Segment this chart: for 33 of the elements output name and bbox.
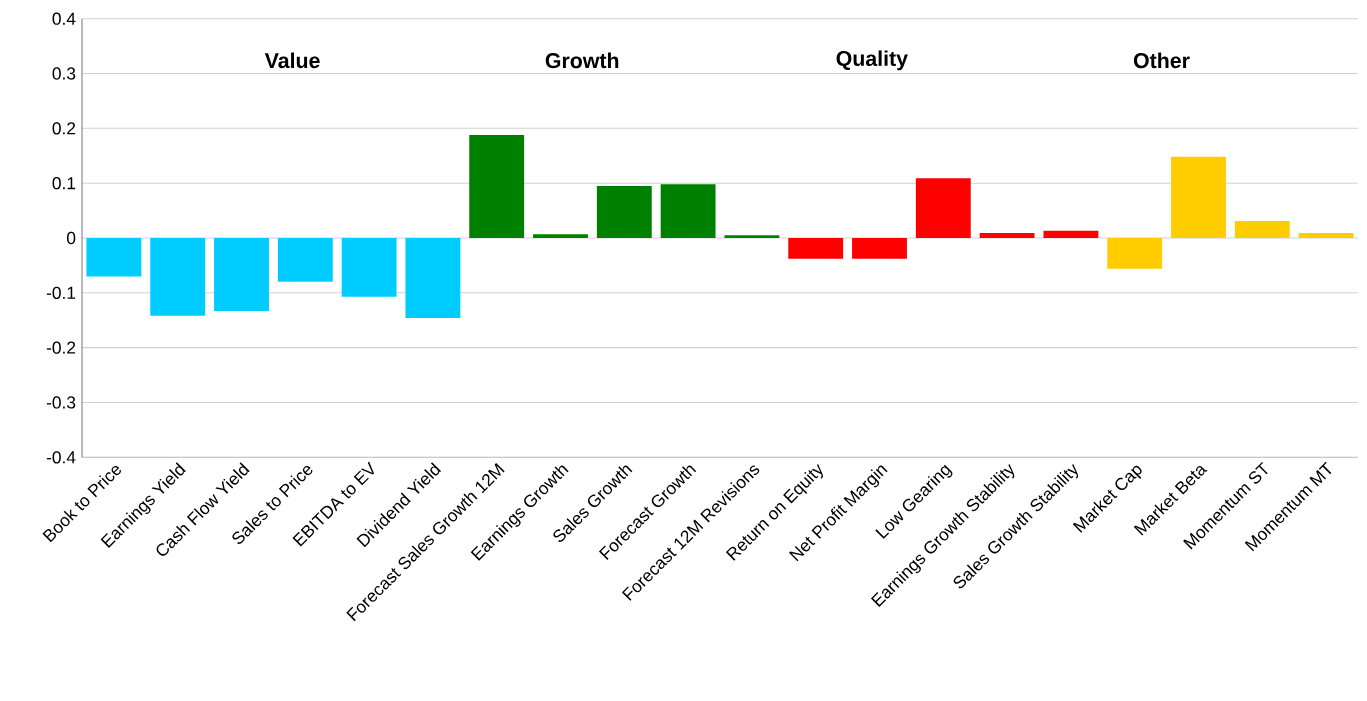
y-tick-label: -0.4 <box>46 451 76 464</box>
annotation: Other <box>1133 52 1190 69</box>
bar <box>469 134 525 238</box>
y-tick-label: 0.2 <box>52 122 76 135</box>
bar <box>341 237 397 297</box>
bar <box>1171 156 1226 238</box>
y-tick-label: -0.2 <box>46 341 76 354</box>
y-tick-label: 0.4 <box>52 12 76 25</box>
bar <box>660 184 716 238</box>
bar <box>150 237 206 316</box>
y-tick-label: 0 <box>67 231 76 244</box>
bar <box>1298 232 1354 238</box>
bar <box>915 178 971 238</box>
bar <box>533 234 588 238</box>
annotation: Growth <box>545 52 619 69</box>
bar <box>596 185 652 238</box>
bar <box>277 237 333 282</box>
y-tick-label: -0.3 <box>46 396 76 409</box>
bar <box>405 237 461 318</box>
bar <box>724 235 780 238</box>
bar <box>214 237 269 311</box>
annotation: Quality <box>836 50 908 71</box>
bar <box>979 232 1035 238</box>
bar <box>1107 237 1163 269</box>
bar <box>1234 220 1290 238</box>
bar <box>852 237 907 259</box>
y-tick-label: 0.1 <box>52 176 76 190</box>
y-tick-label: 0.3 <box>52 67 76 80</box>
bar <box>788 237 844 259</box>
y-tick-label: -0.1 <box>46 286 76 299</box>
bar <box>1043 230 1099 238</box>
annotation: Value <box>264 52 320 69</box>
bar <box>86 237 142 277</box>
